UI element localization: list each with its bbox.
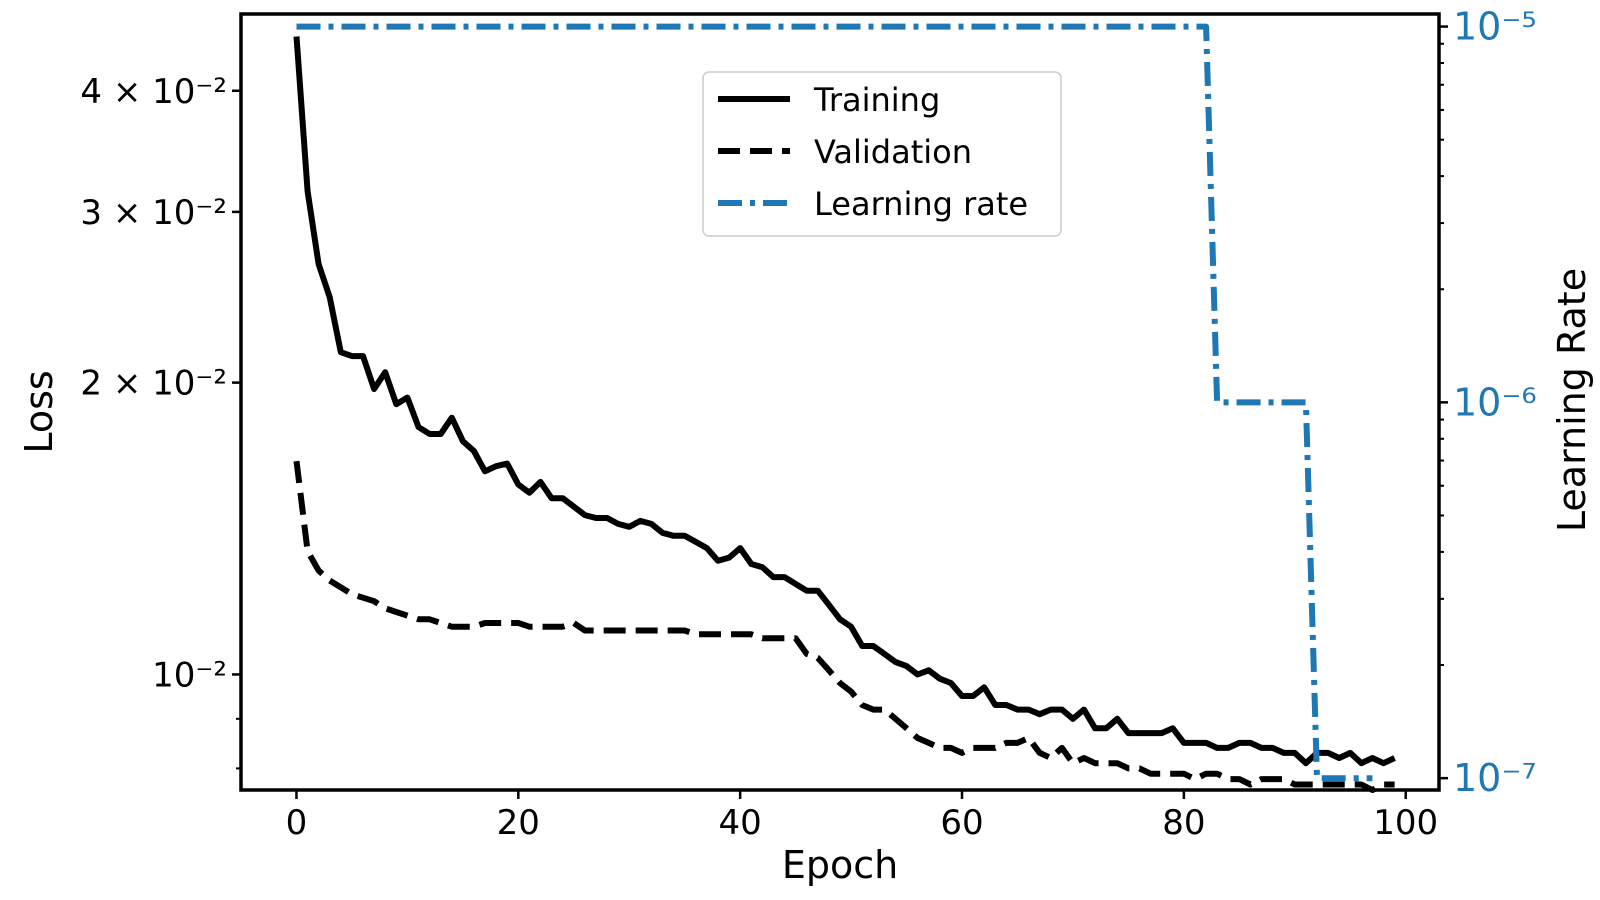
y-axis-title: Loss [17, 370, 61, 453]
x-tick-label: 100 [1373, 803, 1438, 843]
series-validation-line [293, 460, 1395, 793]
y2-axis-title: Learning Rate [1550, 268, 1594, 532]
series-training-line [293, 36, 1396, 767]
legend-learning-rate-label: Learning rate [814, 185, 1028, 223]
axes-layer: 0 20 40 60 80 100 4 × 10⁻² 3 × 10⁻² 2 × 10⁻² 10⁻²… [80, 5, 1536, 843]
x-tick-label: 20 [497, 803, 540, 843]
x-tick-label: 0 [286, 803, 308, 843]
y-tick-label: 2 × 10⁻² [80, 364, 227, 404]
y-tick-label: 3 × 10⁻² [80, 193, 227, 233]
y-tick-label: 10⁻² [152, 655, 227, 695]
y2-tick-label: 10⁻⁷ [1453, 756, 1537, 800]
x-tick-label: 60 [940, 803, 983, 843]
x-axis-title: Epoch [782, 843, 898, 887]
legend: Training Validation Learning rate [702, 71, 1062, 237]
data-layer [293, 23, 1396, 793]
legend-validation-label: Validation [814, 133, 972, 171]
legend-training-label: Training [813, 81, 940, 119]
y2-tick-label: 10⁻⁵ [1453, 5, 1537, 49]
x-tick-label: 40 [719, 803, 762, 843]
legend-box [702, 71, 1062, 237]
series-learning-rate-line [296, 23, 1373, 782]
y2-tick-label: 10⁻⁶ [1453, 380, 1537, 424]
x-tick-label: 80 [1162, 803, 1205, 843]
y-tick-label: 4 × 10⁻² [80, 72, 227, 112]
